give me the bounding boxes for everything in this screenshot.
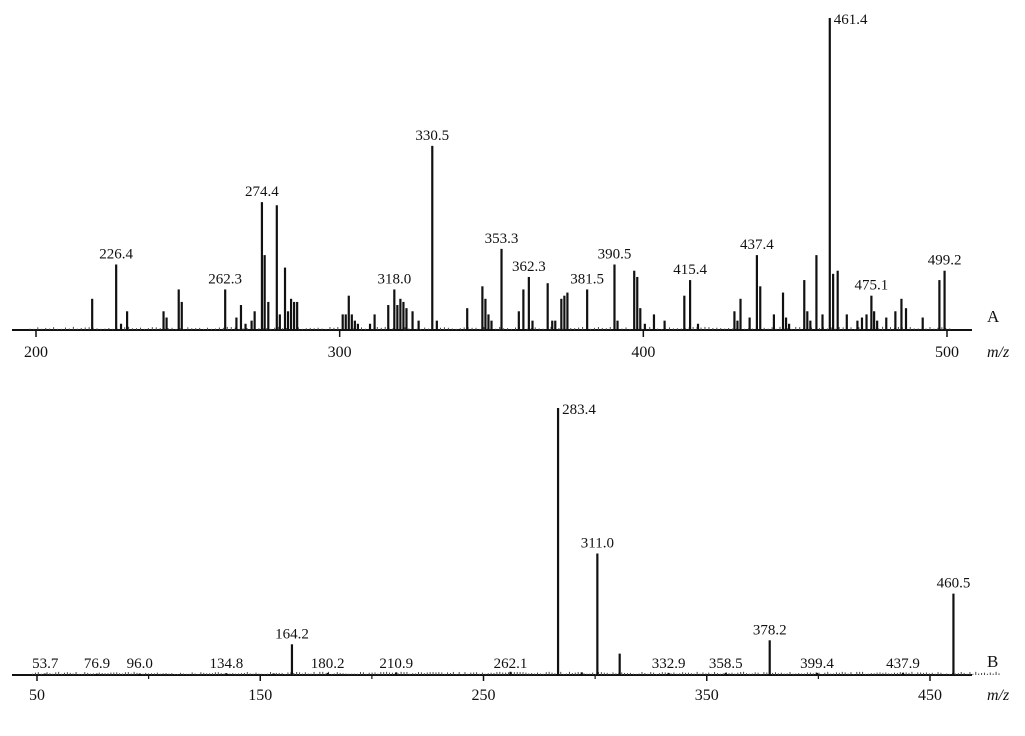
peak-label: 415.4 [673,262,707,278]
peak-label: 460.5 [937,576,971,592]
x-axis-label: m/z [987,687,1010,704]
peak-label: 381.5 [570,271,604,287]
peak-label: 330.5 [415,128,449,144]
peak-label: 96.0 [127,656,153,672]
peak-label: 134.8 [209,656,243,672]
x-tick-label: 300 [328,344,352,361]
x-tick-label: 450 [918,687,942,704]
peak-label: 262.1 [494,656,528,672]
peak-label: 262.3 [208,271,242,287]
x-axis-label: m/z [987,344,1010,361]
spectrum-panel-a: 200 300 400 500 m/z A 226.4 262.3 274.4 318.0 330.… [12,12,1010,361]
peak-label: 311.0 [581,536,614,552]
peak-label: 53.7 [32,656,59,672]
peak-label: 353.3 [485,231,519,247]
peak-label: 437.4 [740,237,774,253]
peak-label: 318.0 [377,271,411,287]
x-tick-label: 250 [472,687,496,704]
x-tick-label: 150 [248,687,272,704]
peak-label: 332.9 [652,656,686,672]
peak-label: 180.2 [311,656,345,672]
peak-label: 390.5 [598,246,632,262]
peak-label: 499.2 [928,253,962,269]
peak-label: 274.4 [245,184,279,200]
x-tick-label: 50 [29,687,45,704]
peak-label: 362.3 [512,259,546,275]
x-tick-label: 400 [631,344,655,361]
peak-label: 164.2 [275,626,309,642]
peak-label: 76.9 [84,656,110,672]
peak-label: 378.2 [753,622,787,638]
peak-label: 437.9 [886,656,920,672]
panel-label: B [987,652,998,671]
x-tick-label: 350 [695,687,719,704]
peak-label: 210.9 [379,656,413,672]
peak-label: 475.1 [855,278,889,294]
x-tick-label: 500 [935,344,959,361]
peak-label: 283.4 [562,402,596,418]
peak-label: 461.4 [834,12,868,28]
peak-label: 226.4 [99,246,133,262]
panel-label: A [987,307,1000,326]
peak-label: 399.4 [800,656,834,672]
x-tick-label: 200 [24,344,48,361]
spectrum-panel-b: 50 150 250 350 450 m/z B 53.7 76.9 96.0 134.8 164.2… [12,402,1010,704]
peak-label: 358.5 [709,656,743,672]
